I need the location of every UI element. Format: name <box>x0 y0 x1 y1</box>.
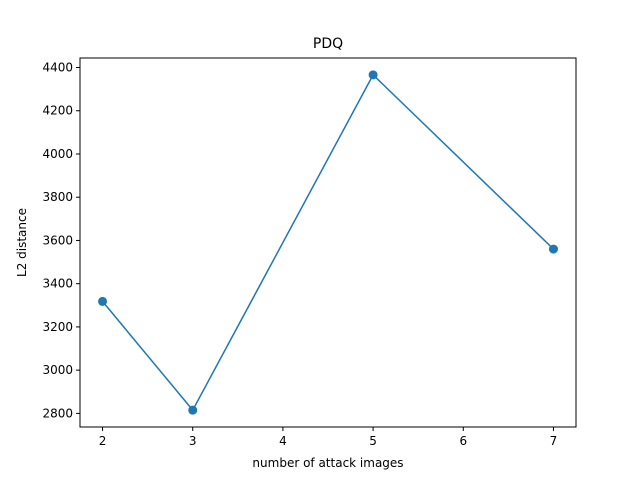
x-tick-label: 6 <box>459 434 467 448</box>
x-axis-label: number of attack images <box>252 456 403 470</box>
series-line <box>101 73 554 412</box>
x-axis: 2 3 4 5 6 7 <box>99 427 558 448</box>
y-tick-label: 4400 <box>42 61 73 75</box>
y-tick-label: 4200 <box>42 104 73 118</box>
data-point <box>188 405 198 415</box>
chart-title: PDQ <box>313 36 343 52</box>
x-tick-label: 5 <box>369 434 377 448</box>
y-tick-label: 2800 <box>42 406 73 420</box>
y-axis-label: L2 distance <box>15 208 29 277</box>
y-tick-label: 3800 <box>42 190 73 204</box>
y-tick-label: 3200 <box>42 320 73 334</box>
data-series <box>98 70 558 415</box>
y-tick-label: 3600 <box>42 233 73 247</box>
data-point <box>548 244 558 254</box>
y-tick-label: 3400 <box>42 277 73 291</box>
plot-area <box>79 57 577 428</box>
x-tick-label: 4 <box>279 434 287 448</box>
data-point <box>368 70 378 80</box>
data-point <box>98 296 108 306</box>
x-tick-label: 3 <box>189 434 197 448</box>
y-tick-label: 4000 <box>42 147 73 161</box>
x-tick-label: 2 <box>99 434 107 448</box>
x-tick-label: 7 <box>550 434 558 448</box>
y-axis: 2800 3000 3200 3400 3600 3800 4000 4200 4400 <box>42 61 80 420</box>
y-tick-label: 3000 <box>42 363 73 377</box>
